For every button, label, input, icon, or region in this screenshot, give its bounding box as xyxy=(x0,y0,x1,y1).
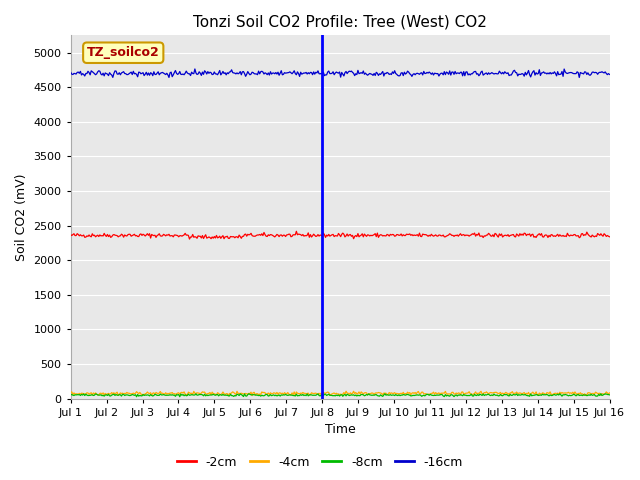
Y-axis label: Soil CO2 (mV): Soil CO2 (mV) xyxy=(15,173,28,261)
Title: Tonzi Soil CO2 Profile: Tree (West) CO2: Tonzi Soil CO2 Profile: Tree (West) CO2 xyxy=(193,15,487,30)
X-axis label: Time: Time xyxy=(324,423,355,436)
Text: TZ_soilco2: TZ_soilco2 xyxy=(87,46,159,59)
Legend: -2cm, -4cm, -8cm, -16cm: -2cm, -4cm, -8cm, -16cm xyxy=(172,451,468,474)
